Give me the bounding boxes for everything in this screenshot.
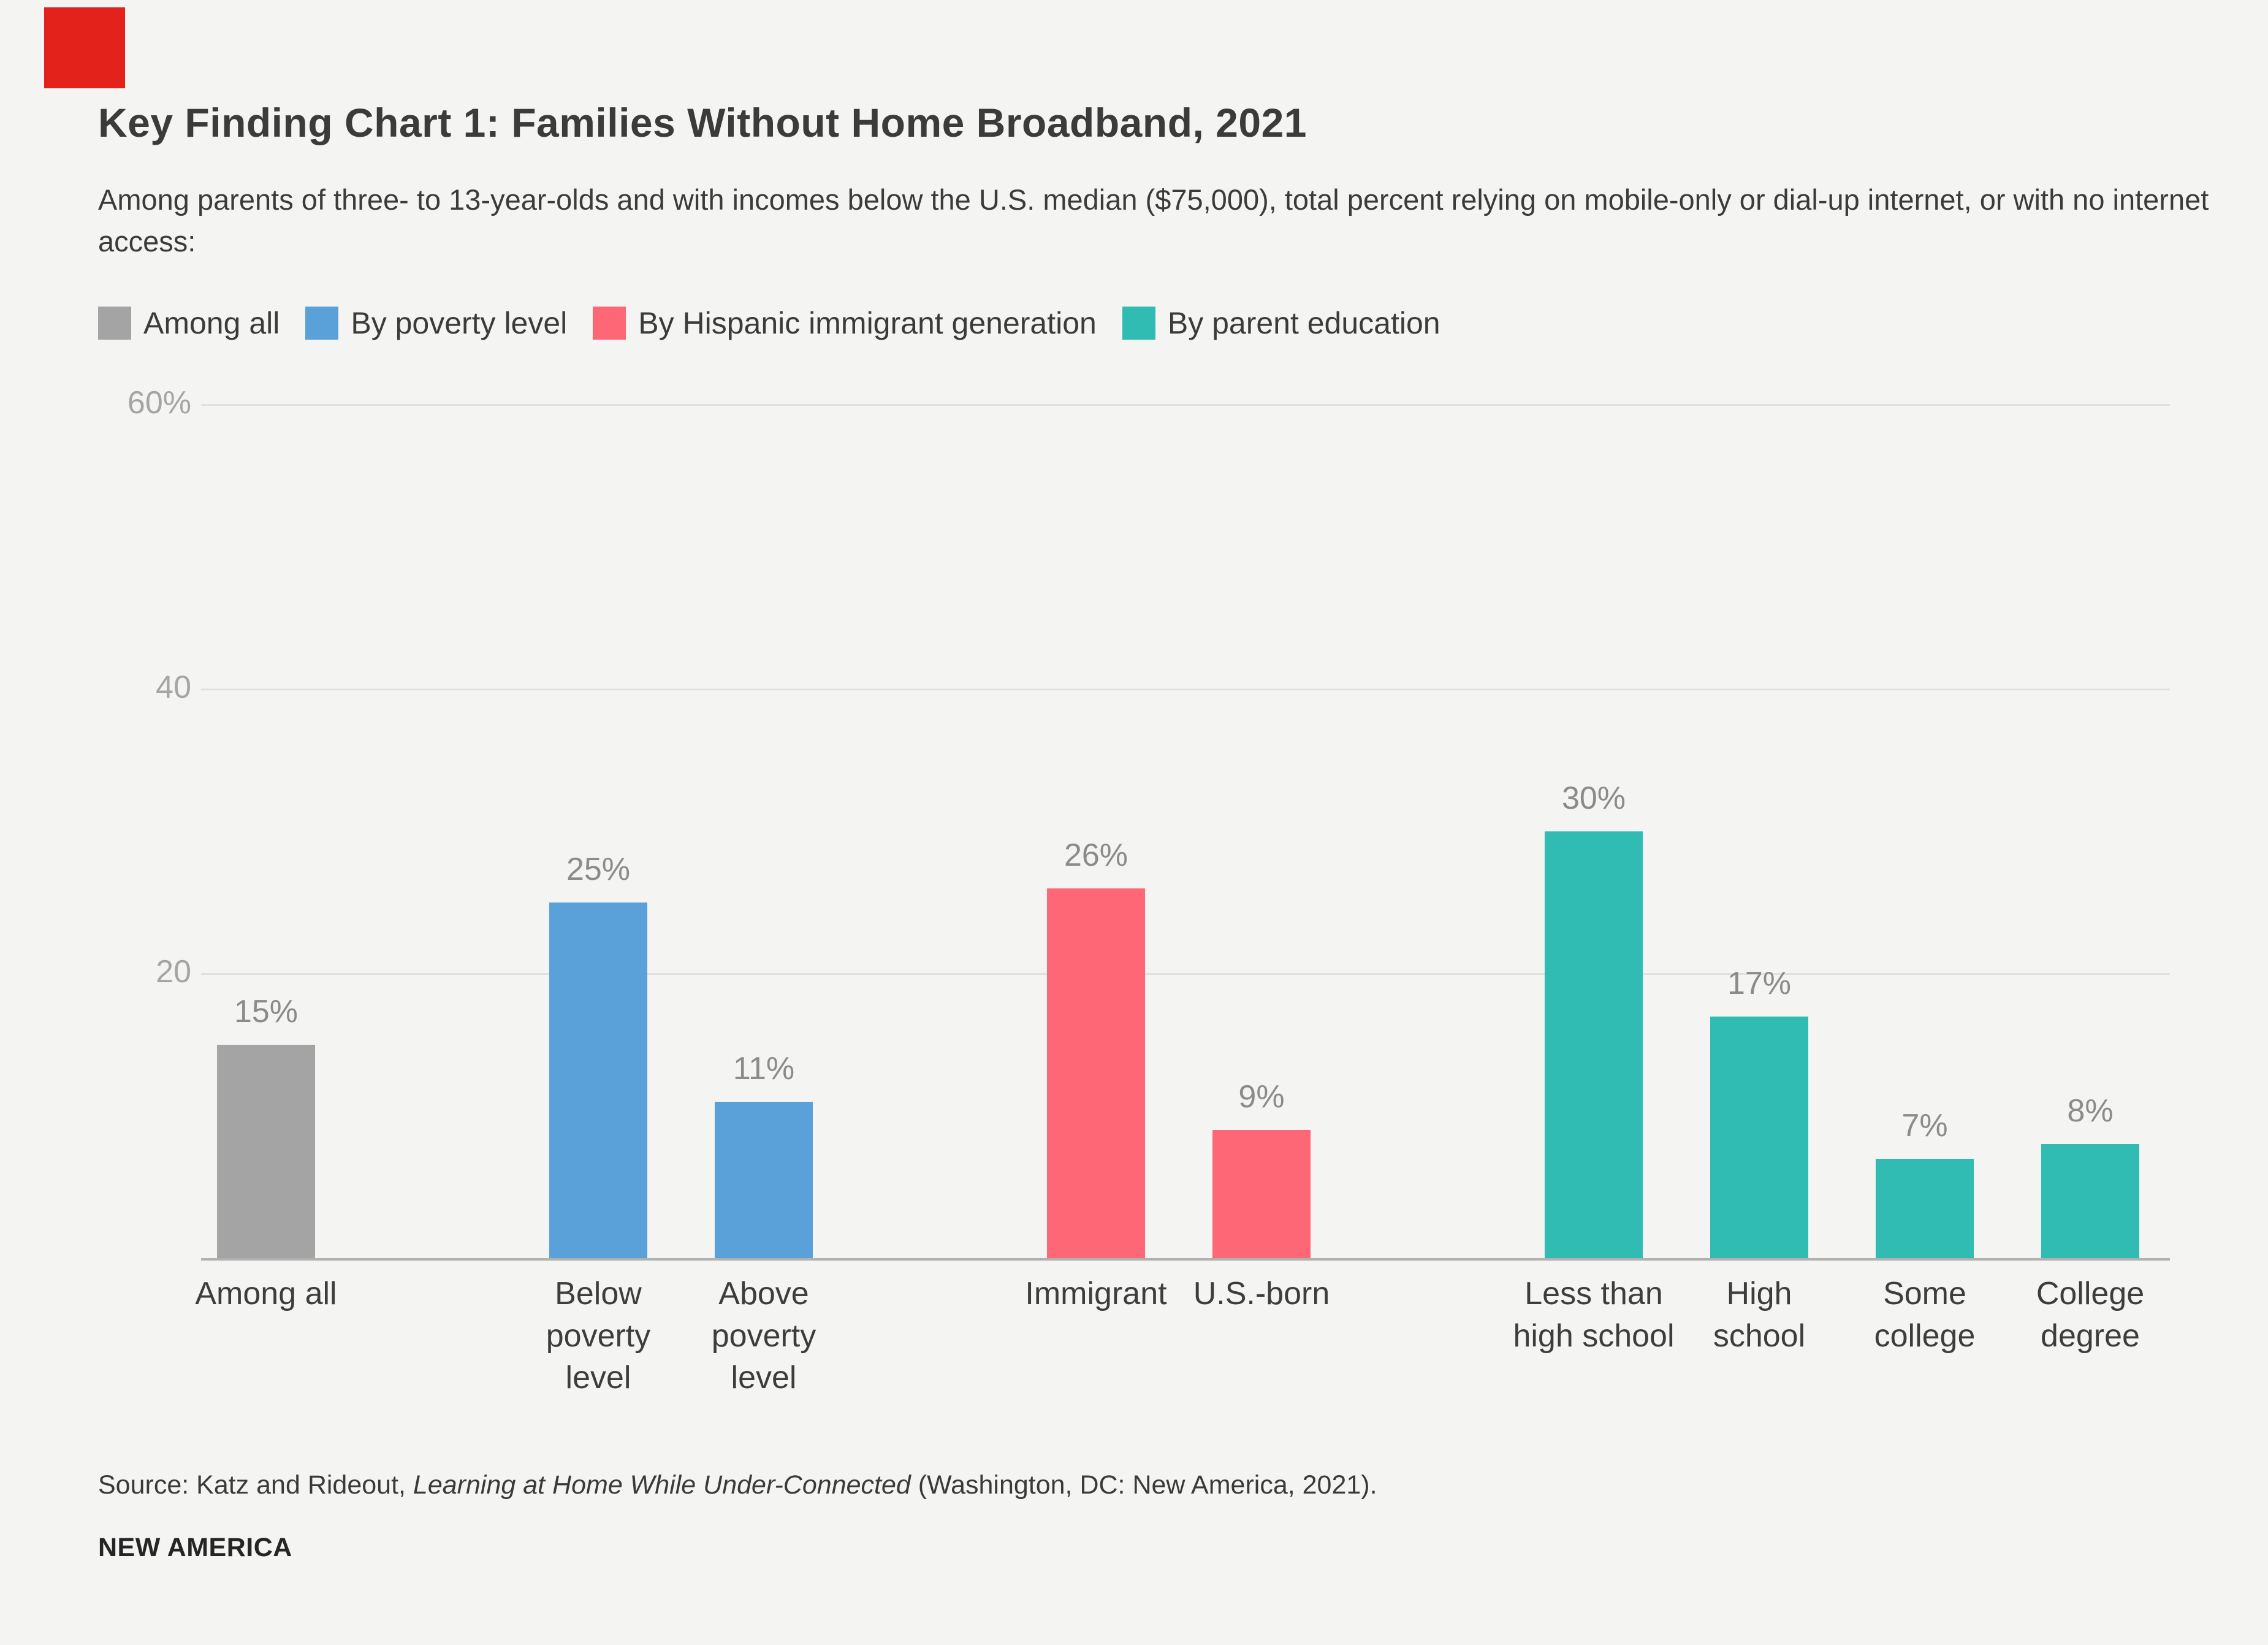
- x-axis-category-label: High school: [1713, 1276, 1806, 1354]
- bar-among-all: [217, 1045, 315, 1258]
- bar-value-label: 15%: [234, 994, 299, 1029]
- source-text-prefix: Source: Katz and Rideout,: [98, 1470, 413, 1500]
- gridline-60: [201, 404, 2170, 406]
- gridline-40: [201, 689, 2170, 690]
- legend-item-label: By parent education: [1167, 306, 1440, 340]
- y-axis-tick-label: 20: [156, 954, 191, 990]
- source-text-italic-title: Learning at Home While Under-Connected: [413, 1470, 911, 1500]
- legend-item-label: By Hispanic immigrant generation: [638, 306, 1097, 340]
- legend-item-label: Among all: [143, 306, 280, 340]
- chart-subtitle: Among parents of three- to 13-year-olds …: [98, 183, 2209, 258]
- new-america-wordmark: NEW AMERICA: [98, 1533, 292, 1562]
- bar-value-label: 26%: [1064, 838, 1128, 873]
- legend-item: Among all: [98, 305, 280, 341]
- x-axis-baseline: [201, 1258, 2170, 1261]
- x-axis-category-label: Below poverty level: [546, 1276, 651, 1396]
- bar-value-label: 25%: [566, 852, 631, 887]
- legend-item: By poverty level: [305, 305, 567, 341]
- new-america-logo-square: [44, 7, 125, 88]
- bar-value-label: 17%: [1727, 966, 1792, 1001]
- bar-some-college: [1876, 1159, 1974, 1258]
- x-axis-category-label: U.S.-born: [1193, 1276, 1330, 1311]
- y-axis-tick-label: 60%: [127, 385, 191, 421]
- bar-less-than-high-school: [1545, 831, 1643, 1258]
- gridline-20: [201, 973, 2170, 975]
- legend-swatch: [305, 307, 339, 340]
- chart-legend: Among all By poverty level By Hispanic imm…: [98, 305, 1440, 341]
- x-axis-category-label: Immigrant: [1025, 1276, 1167, 1311]
- source-citation: Source: Katz and Rideout, Learning at Ho…: [98, 1470, 1377, 1500]
- chart-title: Key Finding Chart 1: Families Without Ho…: [98, 100, 1307, 145]
- bar-college-degree: [2041, 1144, 2139, 1258]
- legend-swatch: [593, 307, 626, 340]
- bar-value-label: 30%: [1561, 781, 1626, 816]
- bar-value-label: 7%: [1901, 1108, 1948, 1143]
- legend-item: By parent education: [1122, 305, 1440, 341]
- x-axis-category-label: College degree: [2036, 1276, 2145, 1354]
- x-axis-category-label: Less than high school: [1513, 1276, 1675, 1354]
- legend-item: By Hispanic immigrant generation: [593, 305, 1097, 341]
- bar-value-label: 9%: [1238, 1079, 1285, 1115]
- bar-u.s.-born: [1212, 1130, 1311, 1258]
- bar-value-label: 8%: [2067, 1093, 2114, 1129]
- bar-below-poverty-level: [549, 903, 647, 1258]
- source-text-suffix: (Washington, DC: New America, 2021).: [910, 1470, 1377, 1500]
- x-axis-category-label: Among all: [195, 1276, 337, 1311]
- bar-immigrant: [1047, 888, 1145, 1258]
- legend-swatch: [98, 307, 131, 340]
- bar-value-label: 11%: [733, 1051, 795, 1086]
- x-axis-category-label: Above poverty level: [711, 1276, 816, 1396]
- legend-swatch: [1122, 307, 1155, 340]
- bar-high-school: [1710, 1017, 1808, 1258]
- bar-above-poverty-level: [715, 1102, 813, 1258]
- legend-item-label: By poverty level: [351, 306, 568, 340]
- y-axis-tick-label: 40: [156, 670, 191, 705]
- x-axis-category-label: Some college: [1874, 1276, 1976, 1354]
